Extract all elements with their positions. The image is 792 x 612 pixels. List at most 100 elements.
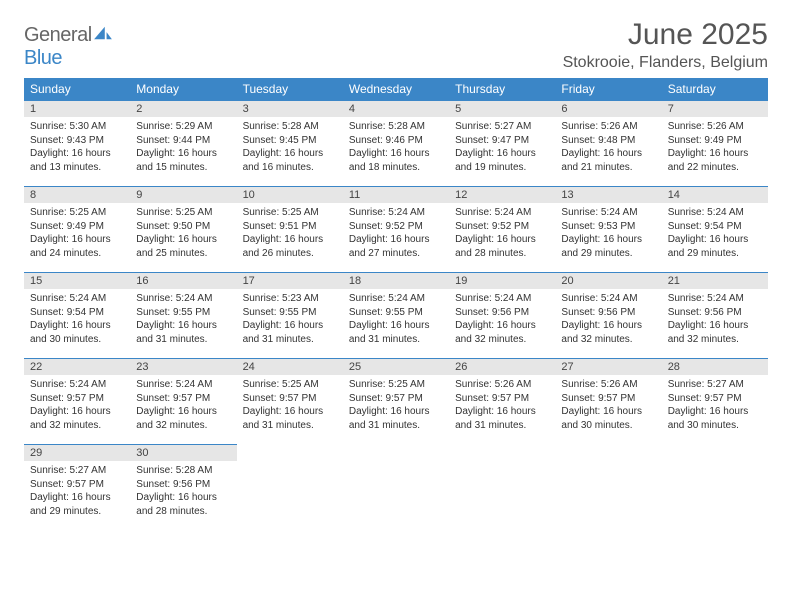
calendar-cell: 5Sunrise: 5:27 AMSunset: 9:47 PMDaylight… xyxy=(449,100,555,186)
calendar-cell: 6Sunrise: 5:26 AMSunset: 9:48 PMDaylight… xyxy=(555,100,661,186)
calendar-cell: 22Sunrise: 5:24 AMSunset: 9:57 PMDayligh… xyxy=(24,358,130,444)
day-detail: Sunrise: 5:27 AMSunset: 9:47 PMDaylight:… xyxy=(449,117,555,180)
location: Stokrooie, Flanders, Belgium xyxy=(563,54,768,72)
logo-sail-icon xyxy=(92,25,114,41)
day-detail: Sunrise: 5:24 AMSunset: 9:57 PMDaylight:… xyxy=(24,375,130,438)
day-detail: Sunrise: 5:28 AMSunset: 9:56 PMDaylight:… xyxy=(130,461,236,524)
calendar-cell: 15Sunrise: 5:24 AMSunset: 9:54 PMDayligh… xyxy=(24,272,130,358)
day-number: 6 xyxy=(555,100,661,117)
calendar-cell: 17Sunrise: 5:23 AMSunset: 9:55 PMDayligh… xyxy=(237,272,343,358)
day-detail: Sunrise: 5:30 AMSunset: 9:43 PMDaylight:… xyxy=(24,117,130,180)
calendar-table: SundayMondayTuesdayWednesdayThursdayFrid… xyxy=(24,78,768,530)
calendar-cell: 24Sunrise: 5:25 AMSunset: 9:57 PMDayligh… xyxy=(237,358,343,444)
day-number: 1 xyxy=(24,100,130,117)
day-detail: Sunrise: 5:26 AMSunset: 9:48 PMDaylight:… xyxy=(555,117,661,180)
calendar-cell: 26Sunrise: 5:26 AMSunset: 9:57 PMDayligh… xyxy=(449,358,555,444)
calendar-cell: 16Sunrise: 5:24 AMSunset: 9:55 PMDayligh… xyxy=(130,272,236,358)
month-title: June 2025 xyxy=(563,18,768,52)
calendar-cell: 21Sunrise: 5:24 AMSunset: 9:56 PMDayligh… xyxy=(662,272,768,358)
day-number: 22 xyxy=(24,358,130,375)
calendar-cell: .. xyxy=(662,444,768,530)
day-number: 14 xyxy=(662,186,768,203)
header-row: General Blue June 2025 Stokrooie, Flande… xyxy=(24,18,768,72)
calendar-cell: .. xyxy=(343,444,449,530)
calendar-cell: .. xyxy=(449,444,555,530)
calendar-cell: 4Sunrise: 5:28 AMSunset: 9:46 PMDaylight… xyxy=(343,100,449,186)
day-number: 11 xyxy=(343,186,449,203)
calendar-row: 22Sunrise: 5:24 AMSunset: 9:57 PMDayligh… xyxy=(24,358,768,444)
day-number: 4 xyxy=(343,100,449,117)
day-number: 18 xyxy=(343,272,449,289)
day-detail: Sunrise: 5:25 AMSunset: 9:57 PMDaylight:… xyxy=(237,375,343,438)
day-number: 25 xyxy=(343,358,449,375)
day-detail: Sunrise: 5:26 AMSunset: 9:49 PMDaylight:… xyxy=(662,117,768,180)
day-detail: Sunrise: 5:25 AMSunset: 9:57 PMDaylight:… xyxy=(343,375,449,438)
day-number: 5 xyxy=(449,100,555,117)
day-detail: Sunrise: 5:24 AMSunset: 9:56 PMDaylight:… xyxy=(662,289,768,352)
weekday-header: Thursday xyxy=(449,78,555,100)
calendar-cell: .. xyxy=(555,444,661,530)
weekday-header-row: SundayMondayTuesdayWednesdayThursdayFrid… xyxy=(24,78,768,100)
calendar-cell: 11Sunrise: 5:24 AMSunset: 9:52 PMDayligh… xyxy=(343,186,449,272)
day-number: 17 xyxy=(237,272,343,289)
day-number: 27 xyxy=(555,358,661,375)
day-detail: Sunrise: 5:27 AMSunset: 9:57 PMDaylight:… xyxy=(662,375,768,438)
day-number: 9 xyxy=(130,186,236,203)
calendar-cell: 23Sunrise: 5:24 AMSunset: 9:57 PMDayligh… xyxy=(130,358,236,444)
day-detail: Sunrise: 5:28 AMSunset: 9:45 PMDaylight:… xyxy=(237,117,343,180)
day-detail: Sunrise: 5:26 AMSunset: 9:57 PMDaylight:… xyxy=(555,375,661,438)
day-number: 19 xyxy=(449,272,555,289)
calendar-cell: 9Sunrise: 5:25 AMSunset: 9:50 PMDaylight… xyxy=(130,186,236,272)
calendar-cell: 27Sunrise: 5:26 AMSunset: 9:57 PMDayligh… xyxy=(555,358,661,444)
day-number: 2 xyxy=(130,100,236,117)
day-detail: Sunrise: 5:24 AMSunset: 9:55 PMDaylight:… xyxy=(343,289,449,352)
calendar-cell: 10Sunrise: 5:25 AMSunset: 9:51 PMDayligh… xyxy=(237,186,343,272)
day-number: 21 xyxy=(662,272,768,289)
logo-word-blue: Blue xyxy=(24,47,62,69)
day-detail: Sunrise: 5:24 AMSunset: 9:56 PMDaylight:… xyxy=(555,289,661,352)
calendar-cell: 30Sunrise: 5:28 AMSunset: 9:56 PMDayligh… xyxy=(130,444,236,530)
calendar-cell: 1Sunrise: 5:30 AMSunset: 9:43 PMDaylight… xyxy=(24,100,130,186)
day-detail: Sunrise: 5:24 AMSunset: 9:53 PMDaylight:… xyxy=(555,203,661,266)
day-detail: Sunrise: 5:26 AMSunset: 9:57 PMDaylight:… xyxy=(449,375,555,438)
day-detail: Sunrise: 5:28 AMSunset: 9:46 PMDaylight:… xyxy=(343,117,449,180)
day-detail: Sunrise: 5:24 AMSunset: 9:52 PMDaylight:… xyxy=(343,203,449,266)
calendar-thead: SundayMondayTuesdayWednesdayThursdayFrid… xyxy=(24,78,768,100)
title-block: June 2025 Stokrooie, Flanders, Belgium xyxy=(563,18,768,72)
weekday-header: Saturday xyxy=(662,78,768,100)
calendar-row: 15Sunrise: 5:24 AMSunset: 9:54 PMDayligh… xyxy=(24,272,768,358)
calendar-cell: 7Sunrise: 5:26 AMSunset: 9:49 PMDaylight… xyxy=(662,100,768,186)
calendar-cell: 13Sunrise: 5:24 AMSunset: 9:53 PMDayligh… xyxy=(555,186,661,272)
calendar-cell: 12Sunrise: 5:24 AMSunset: 9:52 PMDayligh… xyxy=(449,186,555,272)
day-detail: Sunrise: 5:24 AMSunset: 9:54 PMDaylight:… xyxy=(662,203,768,266)
calendar-row: 29Sunrise: 5:27 AMSunset: 9:57 PMDayligh… xyxy=(24,444,768,530)
calendar-cell: 3Sunrise: 5:28 AMSunset: 9:45 PMDaylight… xyxy=(237,100,343,186)
day-number: 15 xyxy=(24,272,130,289)
day-number: 16 xyxy=(130,272,236,289)
weekday-header: Tuesday xyxy=(237,78,343,100)
calendar-row: 1Sunrise: 5:30 AMSunset: 9:43 PMDaylight… xyxy=(24,100,768,186)
day-detail: Sunrise: 5:24 AMSunset: 9:52 PMDaylight:… xyxy=(449,203,555,266)
day-number: 30 xyxy=(130,444,236,461)
calendar-cell: 25Sunrise: 5:25 AMSunset: 9:57 PMDayligh… xyxy=(343,358,449,444)
calendar-cell: 18Sunrise: 5:24 AMSunset: 9:55 PMDayligh… xyxy=(343,272,449,358)
day-number: 20 xyxy=(555,272,661,289)
logo-text: General Blue xyxy=(24,24,114,70)
logo: General Blue xyxy=(24,18,114,70)
day-number: 3 xyxy=(237,100,343,117)
day-detail: Sunrise: 5:24 AMSunset: 9:57 PMDaylight:… xyxy=(130,375,236,438)
day-number: 10 xyxy=(237,186,343,203)
day-number: 12 xyxy=(449,186,555,203)
day-detail: Sunrise: 5:24 AMSunset: 9:55 PMDaylight:… xyxy=(130,289,236,352)
day-detail: Sunrise: 5:24 AMSunset: 9:56 PMDaylight:… xyxy=(449,289,555,352)
calendar-cell: 2Sunrise: 5:29 AMSunset: 9:44 PMDaylight… xyxy=(130,100,236,186)
calendar-cell: 14Sunrise: 5:24 AMSunset: 9:54 PMDayligh… xyxy=(662,186,768,272)
calendar-row: 8Sunrise: 5:25 AMSunset: 9:49 PMDaylight… xyxy=(24,186,768,272)
day-detail: Sunrise: 5:25 AMSunset: 9:51 PMDaylight:… xyxy=(237,203,343,266)
calendar-cell: 28Sunrise: 5:27 AMSunset: 9:57 PMDayligh… xyxy=(662,358,768,444)
day-detail: Sunrise: 5:23 AMSunset: 9:55 PMDaylight:… xyxy=(237,289,343,352)
day-number: 23 xyxy=(130,358,236,375)
calendar-cell: 29Sunrise: 5:27 AMSunset: 9:57 PMDayligh… xyxy=(24,444,130,530)
calendar-cell: 19Sunrise: 5:24 AMSunset: 9:56 PMDayligh… xyxy=(449,272,555,358)
day-number: 8 xyxy=(24,186,130,203)
